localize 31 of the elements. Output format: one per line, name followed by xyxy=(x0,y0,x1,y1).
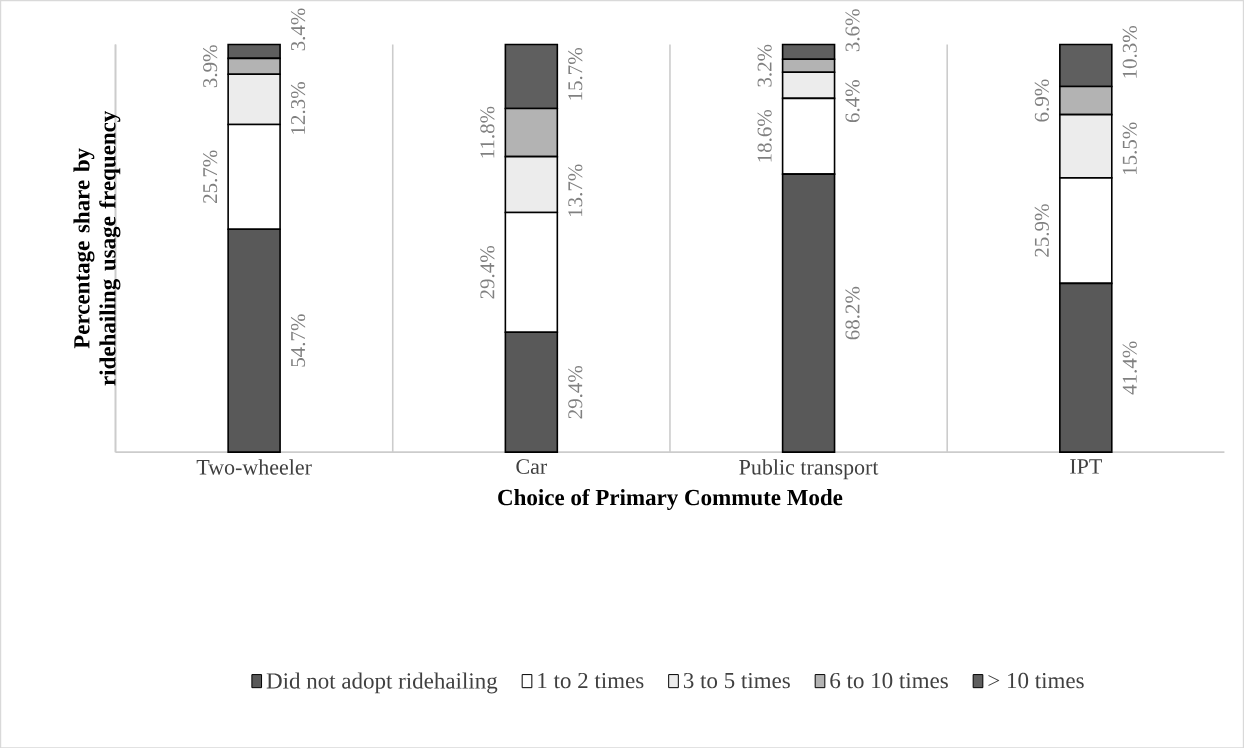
data-label: 29.4% xyxy=(480,245,495,299)
data-label: 41.4% xyxy=(1122,341,1137,395)
data-label: 18.6% xyxy=(757,109,772,162)
legend-label: > 10 times xyxy=(988,672,1084,689)
data-label: 12.3% xyxy=(290,81,306,134)
legend-label: Did not adopt ridehailing xyxy=(266,672,498,694)
data-label: 3.6% xyxy=(845,8,860,51)
data-label: 13.7% xyxy=(568,164,583,216)
data-label: 3.2% xyxy=(757,44,772,87)
legend-label: 6 to 10 times xyxy=(830,672,948,689)
y-axis-title: Percentage share by ridehailing usage frequency xyxy=(73,110,121,386)
data-label: 3.9% xyxy=(203,45,218,87)
data-label: 29.4% xyxy=(568,365,583,419)
legend-label: 3 to 5 times xyxy=(683,672,790,689)
x-axis-title: Choice of Primary Commute Mode xyxy=(498,488,843,510)
data-label: 25.9% xyxy=(1034,204,1049,257)
x-tick-label: Two-wheeler xyxy=(196,459,312,475)
data-label: 10.3% xyxy=(1122,25,1137,78)
x-tick-label: IPT xyxy=(1070,458,1102,474)
data-label: 15.7% xyxy=(568,47,583,100)
data-label: 6.4% xyxy=(845,79,860,122)
x-tick-label: Car xyxy=(516,458,548,474)
data-label: 11.8% xyxy=(480,106,495,158)
data-label: 25.7% xyxy=(203,150,218,203)
data-label: 3.4% xyxy=(290,8,306,51)
x-tick-label: Public transport xyxy=(739,459,879,479)
data-label: 68.2% xyxy=(845,286,860,340)
legend-label: 1 to 2 times xyxy=(538,672,644,689)
data-label: 54.7% xyxy=(290,314,306,367)
data-label: 6.9% xyxy=(1034,79,1049,122)
data-label: 15.5% xyxy=(1122,122,1137,174)
